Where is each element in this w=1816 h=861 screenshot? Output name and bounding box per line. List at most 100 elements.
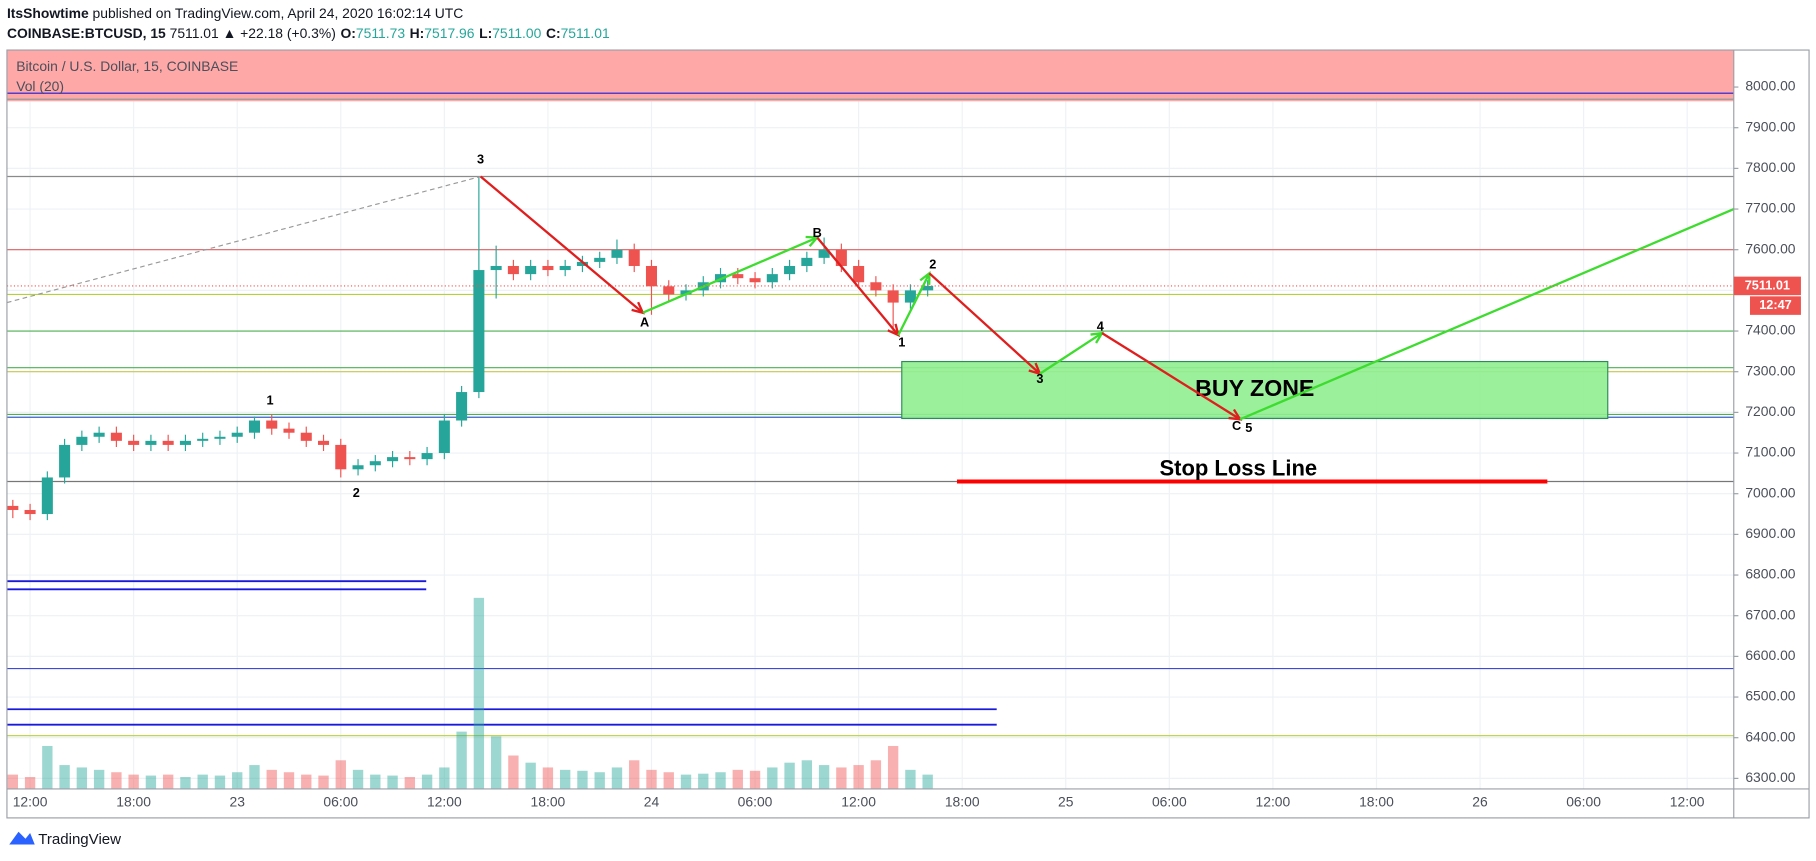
- candle-body: [749, 278, 761, 283]
- arrow-head: [1090, 331, 1105, 344]
- volume-bar: [370, 774, 381, 789]
- volume-bar: [611, 767, 623, 789]
- volume-bar: [508, 755, 519, 789]
- ohlc-label: L:: [479, 25, 492, 41]
- candle-body: [663, 286, 675, 295]
- candle-body: [266, 420, 278, 429]
- candle-body: [7, 505, 19, 510]
- legend-volume: Vol (20): [16, 78, 64, 94]
- trend-line: [642, 236, 818, 314]
- candle-body: [784, 265, 796, 275]
- volume-bar: [266, 769, 277, 789]
- candle-body: [369, 461, 381, 466]
- last-price-label: 7511.01: [1745, 277, 1790, 292]
- plot: BUY ZONE Stop Loss Line 3 1 2 A B 1 2 3 4 C 5: [6, 50, 1734, 789]
- candle-body: [404, 457, 416, 460]
- candle-body: [248, 420, 260, 433]
- volume-bar: [145, 775, 157, 789]
- candle-body: [231, 432, 243, 437]
- frame: [6, 49, 1810, 819]
- volume-bar: [232, 772, 243, 789]
- y-tick-label: 6800.00: [1745, 566, 1795, 582]
- ohlc-label: C:: [546, 25, 561, 41]
- candle-body: [59, 444, 71, 478]
- brand-logo: [9, 831, 35, 845]
- last-price-box: [1733, 276, 1801, 296]
- candle-body: [214, 436, 226, 439]
- candle-body: [179, 440, 191, 445]
- candle-body: [110, 432, 122, 441]
- candle-body: [507, 265, 519, 275]
- wave-label: C: [1232, 418, 1241, 433]
- x-tick-label: 18:00: [1359, 794, 1394, 810]
- candle-body: [76, 436, 88, 445]
- x-tick-label: 12:00: [13, 794, 48, 810]
- y-tick-label: 7400.00: [1745, 322, 1795, 338]
- volume-bar: [318, 775, 329, 789]
- candle-body: [611, 249, 623, 258]
- volume-bar: [680, 774, 692, 789]
- volume-bar: [93, 769, 105, 789]
- x-tick-label: 23: [229, 794, 245, 810]
- volume-bar: [801, 760, 813, 789]
- ohlc-value: 7517.96: [424, 25, 474, 41]
- buy-zone-label: BUY ZONE: [1195, 375, 1314, 401]
- candle-body: [542, 265, 554, 271]
- volume-bar: [283, 772, 295, 789]
- y-tick-label: 7200.00: [1745, 403, 1795, 419]
- volume-bar: [335, 760, 346, 789]
- trend-line: [928, 272, 1041, 375]
- trend-line: [6, 175, 481, 304]
- candle-body: [818, 249, 830, 258]
- volume-bar: [784, 762, 795, 789]
- wave-label: B: [813, 225, 822, 240]
- candle-body: [835, 249, 847, 266]
- candle-body: [317, 440, 330, 445]
- published: published on TradingView.com, April 24, …: [93, 5, 464, 21]
- countdown: 12:47: [1759, 297, 1792, 312]
- volume-bar: [732, 769, 743, 789]
- volume-bar: [76, 767, 88, 789]
- volume-bar: [128, 774, 139, 789]
- wave-label: 1: [266, 392, 273, 407]
- legend-title: Bitcoin / U.S. Dollar, 15, COINBASE: [16, 58, 238, 74]
- candle-body: [162, 440, 174, 445]
- candle-body: [128, 440, 140, 445]
- volume-bar: [439, 767, 450, 789]
- volume-bar: [646, 769, 657, 789]
- candle-body: [801, 257, 813, 266]
- x-tick-label: 18:00: [531, 794, 566, 810]
- brand: TradingView: [38, 831, 121, 848]
- candle-body: [41, 477, 53, 515]
- y-tick-label: 8000.00: [1745, 78, 1795, 94]
- x-tick-label: 18:00: [945, 794, 980, 810]
- wave-label: 5: [1245, 420, 1252, 435]
- y-tick-label: 7900.00: [1745, 118, 1795, 134]
- volume-bar: [853, 765, 864, 789]
- candle-body: [853, 265, 865, 283]
- volume-bar: [249, 765, 260, 789]
- y-tick-label: 7800.00: [1745, 159, 1795, 175]
- candle-body: [387, 457, 399, 462]
- arrow-head: [1228, 408, 1243, 421]
- arrow-head: [919, 270, 931, 285]
- volume-bar: [180, 777, 191, 789]
- candle-body: [300, 432, 312, 441]
- trend-line: [1039, 332, 1103, 375]
- wave-label: A: [640, 314, 649, 329]
- volume-bar: [162, 774, 174, 789]
- x-tick-label: 06:00: [1152, 794, 1187, 810]
- volume-bar: [542, 767, 554, 789]
- y-tick-label: 7000.00: [1745, 484, 1795, 500]
- author: ItsShowtime: [7, 5, 89, 21]
- candle-body: [559, 265, 571, 271]
- volume-bar: [42, 745, 53, 789]
- wave-label: 2: [929, 257, 936, 272]
- candle-body: [490, 265, 502, 271]
- ohlc-value: 7511.00: [492, 25, 541, 41]
- symbol: COINBASE:BTCUSD, 15: [7, 25, 166, 41]
- volume-bar: [301, 774, 312, 789]
- candle-body: [732, 274, 744, 279]
